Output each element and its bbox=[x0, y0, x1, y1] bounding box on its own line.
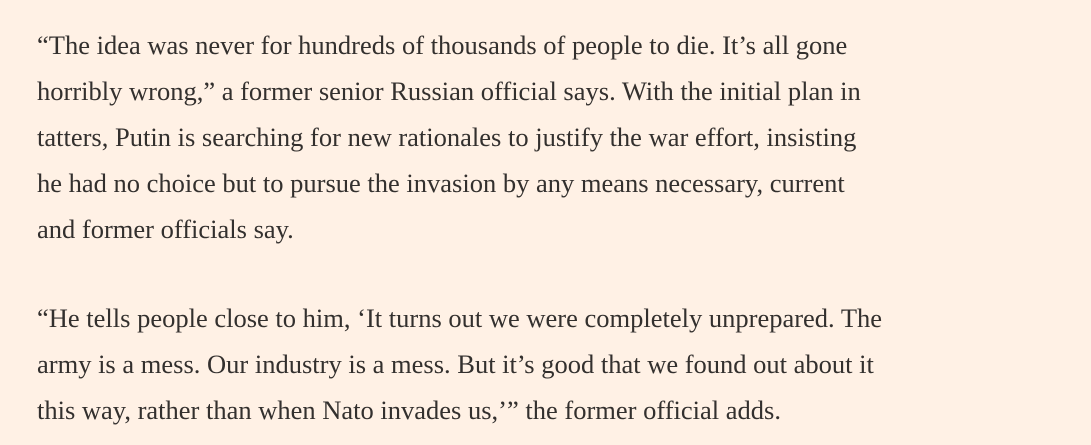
text-line: this way, rather than when Nato invades … bbox=[37, 395, 781, 425]
text-line: army is a mess. Our industry is a mess. … bbox=[37, 349, 874, 379]
paragraph: “He tells people close to him, ‘It turns… bbox=[37, 295, 882, 433]
text-line: “The idea was never for hundreds of thou… bbox=[37, 30, 848, 60]
text-line: he had no choice but to pursue the invas… bbox=[37, 168, 845, 198]
text-line: “He tells people close to him, ‘It turns… bbox=[37, 303, 883, 333]
text-line: horribly wrong,” a former senior Russian… bbox=[37, 76, 861, 106]
text-line: tatters, Putin is searching for new rati… bbox=[37, 122, 857, 152]
paragraph: “The idea was never for hundreds of thou… bbox=[37, 22, 861, 252]
text-line: and former officials say. bbox=[37, 214, 294, 244]
